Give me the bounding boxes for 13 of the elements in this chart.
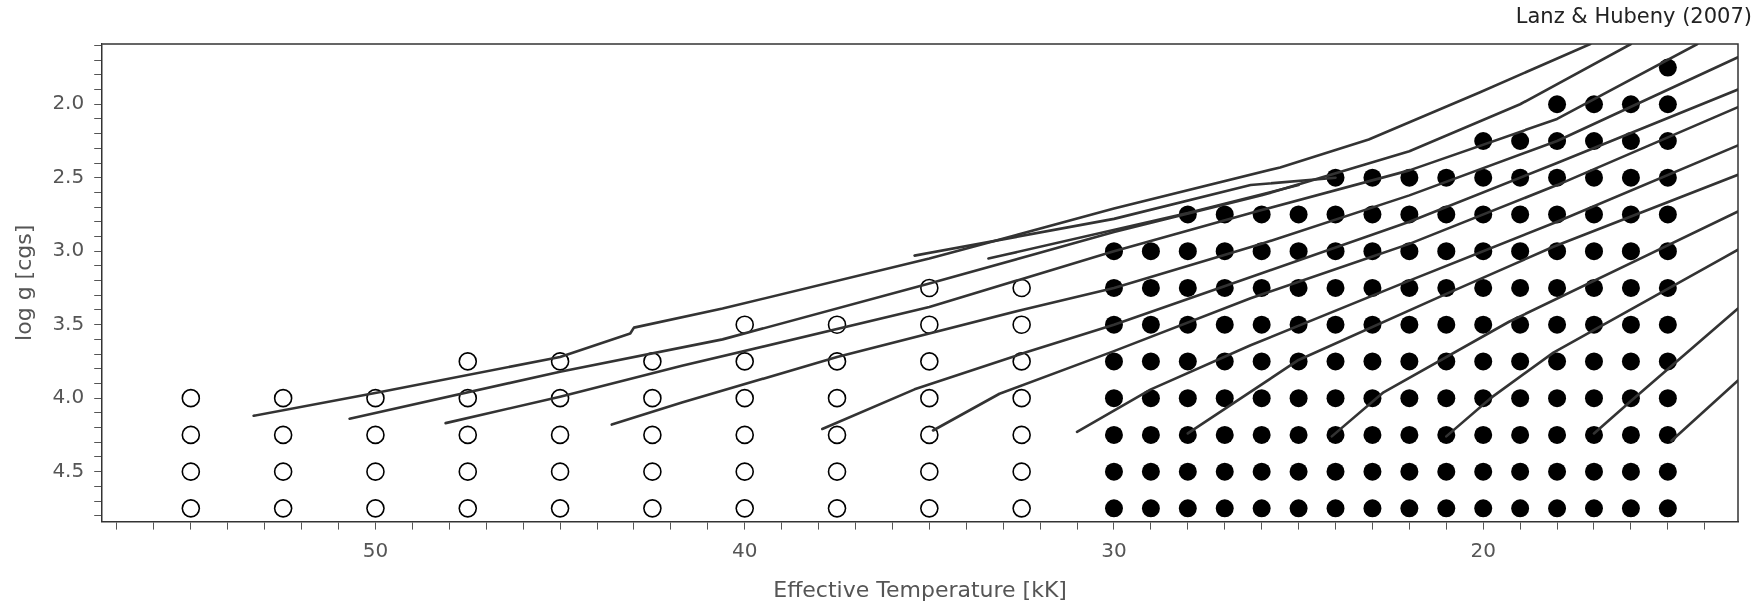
x-tick-label: 40 — [731, 537, 758, 562]
x-axis-title: Effective Temperature [kK] — [773, 576, 1067, 602]
x-tick-label: 30 — [1101, 537, 1127, 562]
x-tick-label: 50 — [362, 537, 389, 562]
y-tick-label: 3.0 — [52, 237, 85, 262]
y-axis-title: log g [cgs] — [10, 224, 36, 341]
x-tick-label: 20 — [1470, 537, 1496, 562]
y-tick-label: 2.5 — [52, 163, 85, 188]
y-tick-label: 3.5 — [52, 310, 85, 335]
y-tick-label: 2.0 — [52, 90, 85, 115]
text: Lanz & Hubeny (2007) — [1515, 4, 1752, 28]
y-tick-label: 4.0 — [52, 384, 85, 409]
y-tick-label: 4.5 — [52, 457, 85, 482]
